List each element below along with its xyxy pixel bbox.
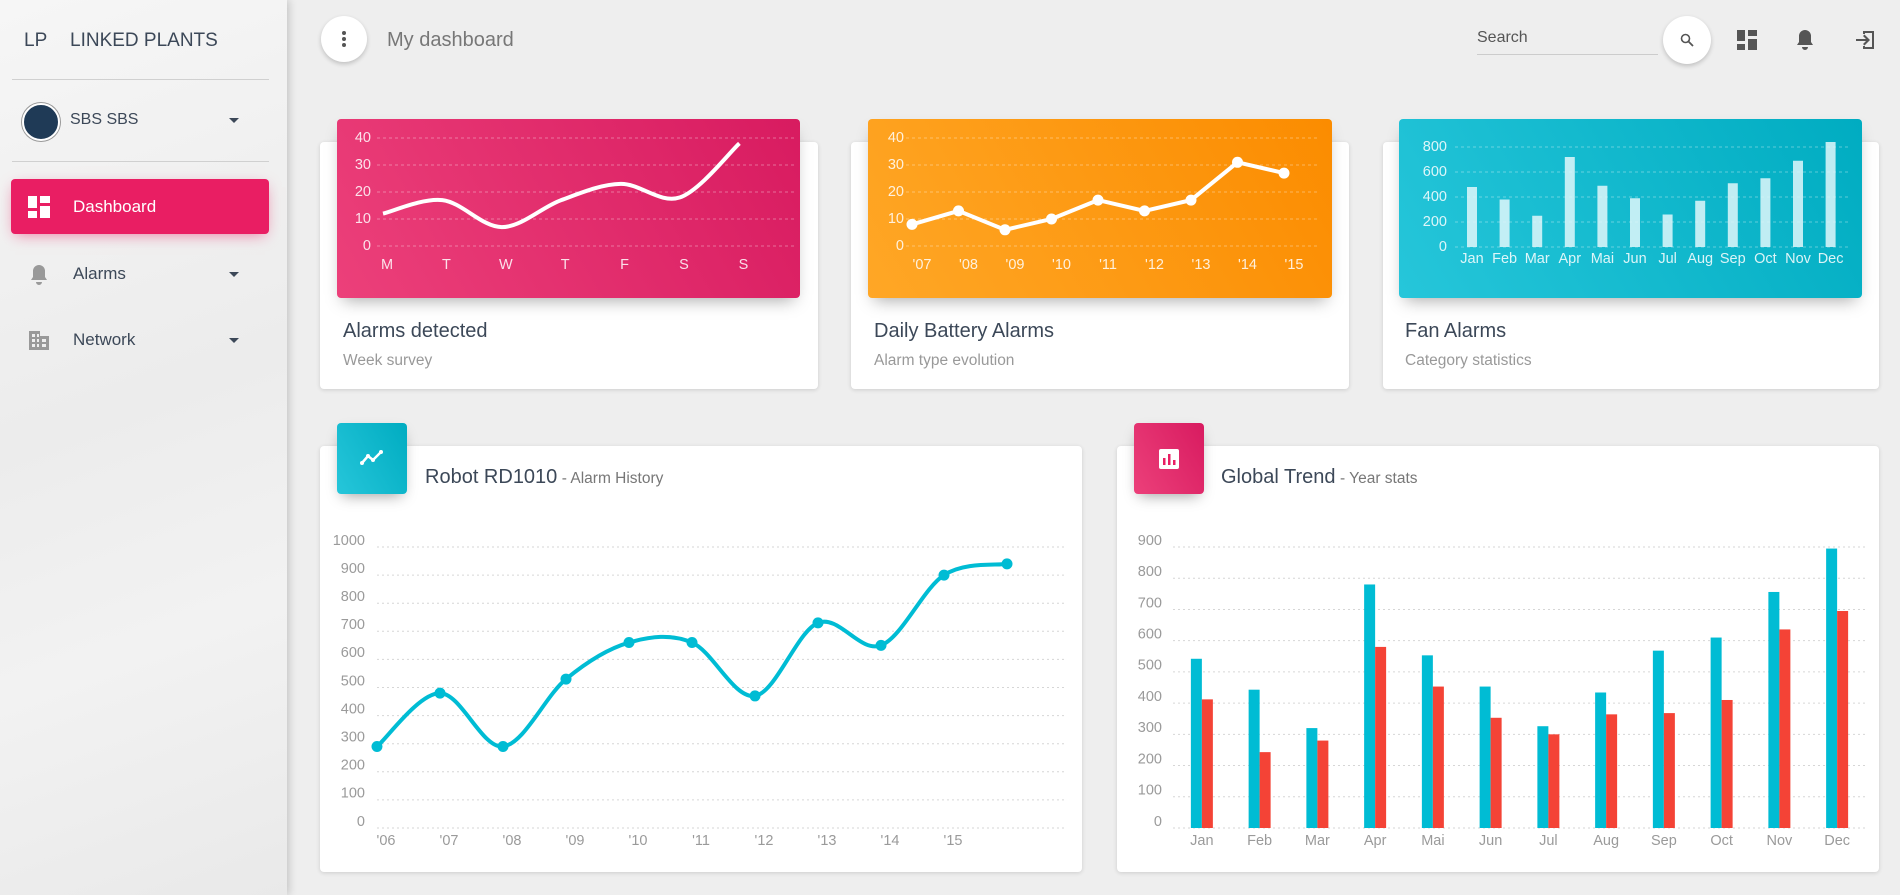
menu-label: Alarms — [73, 264, 126, 283]
card-subtitle: Category statistics — [1405, 352, 1532, 369]
menu-button[interactable] — [321, 16, 367, 62]
card-title: Global Trend — [1221, 466, 1336, 488]
logout-icon[interactable] — [1855, 29, 1877, 51]
card-title: Robot RD1010 — [425, 466, 558, 488]
caret[interactable] — [229, 118, 239, 128]
search-button[interactable] — [1663, 16, 1711, 64]
notifications-icon[interactable] — [1795, 29, 1815, 51]
divider — [12, 161, 269, 162]
card-heading: Robot RD1010 - Alarm History — [425, 466, 663, 489]
icon — [31, 265, 47, 285]
sidebar: LP LINKED PLANTS SBS SBS Dashboard Alarm… — [0, 0, 287, 895]
menu-label: Network — [73, 330, 136, 349]
card-subtitle: Week survey — [343, 352, 433, 369]
icon — [29, 331, 49, 350]
dashboard-icon[interactable] — [1737, 30, 1757, 50]
menu-item[interactable]: Alarms — [11, 246, 269, 301]
caret — [229, 338, 239, 348]
card-title: Fan Alarms — [1405, 320, 1507, 342]
card-icon — [1134, 423, 1204, 494]
menu-item[interactable]: Network — [11, 312, 269, 367]
user-name[interactable]: SBS SBS — [70, 111, 139, 128]
icon — [28, 196, 50, 218]
menu-label: Dashboard — [73, 197, 157, 216]
card-subtitle: Alarm type evolution — [874, 352, 1015, 369]
chart-header — [868, 119, 1332, 298]
card — [320, 446, 1082, 872]
brand[interactable]: LINKED PLANTS — [70, 30, 218, 51]
card-subtitle: - Alarm History — [561, 470, 664, 487]
chart-header — [337, 119, 800, 298]
chart-header — [1399, 119, 1862, 298]
menu-item[interactable]: Dashboard — [11, 179, 269, 234]
card — [1117, 446, 1879, 872]
card-subtitle: - Year stats — [1339, 470, 1418, 487]
divider — [12, 79, 269, 80]
card-heading: Global Trend - Year stats — [1221, 466, 1418, 489]
card-icon — [337, 423, 407, 494]
page-title: My dashboard — [387, 29, 514, 51]
avatar[interactable] — [22, 103, 60, 141]
card-title: Daily Battery Alarms — [874, 320, 1055, 342]
search-placeholder: Search — [1477, 29, 1528, 46]
logo: LP — [24, 30, 48, 51]
card-title: Alarms detected — [343, 320, 488, 342]
caret — [229, 272, 239, 282]
search-input[interactable]: Search — [1477, 29, 1658, 55]
